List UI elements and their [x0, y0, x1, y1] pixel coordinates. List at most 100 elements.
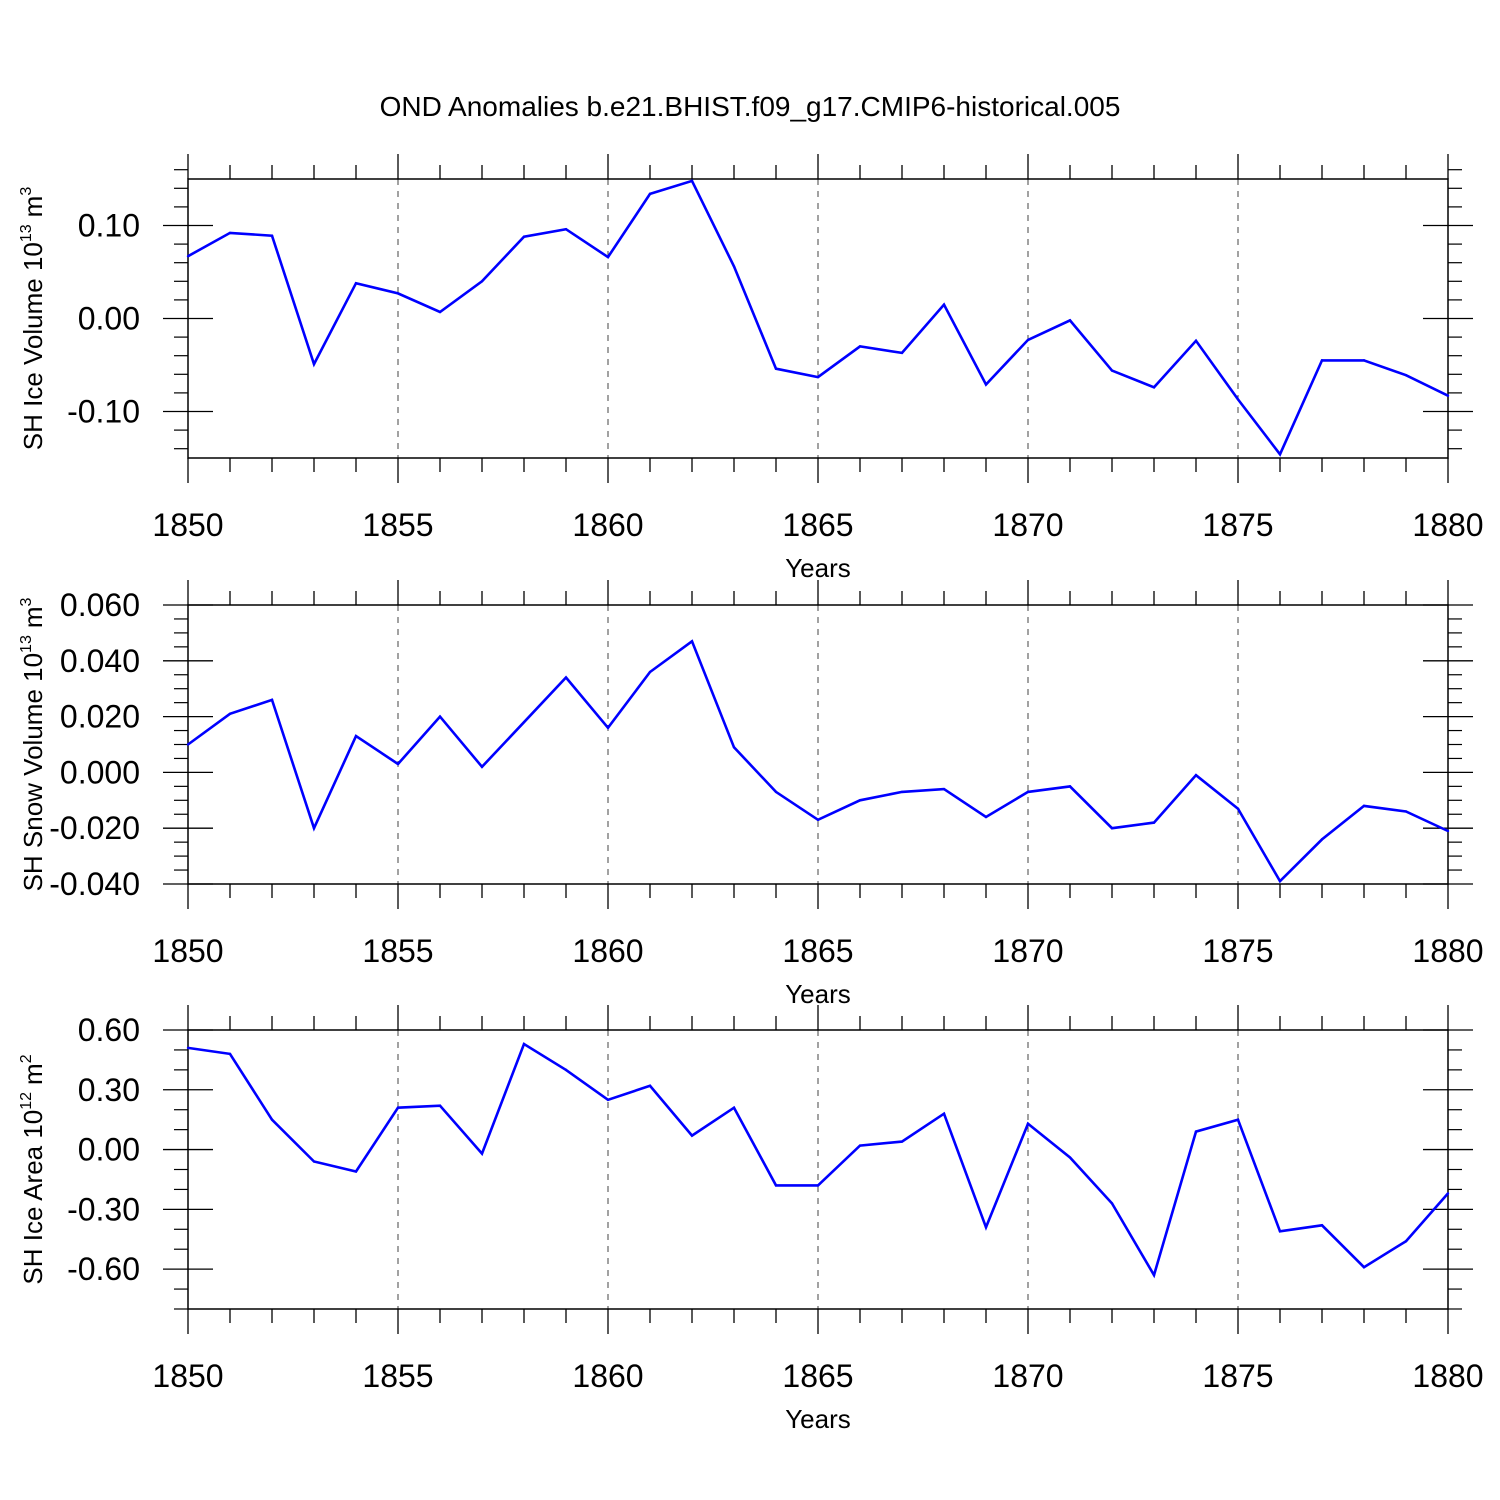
figure-title: OND Anomalies b.e21.BHIST.f09_g17.CMIP6-…: [380, 91, 1121, 122]
ice-area-data-point: [1110, 1202, 1114, 1205]
snow-volume-data-point: [1278, 880, 1282, 883]
snow-volume-data-point: [228, 712, 232, 716]
ice-area-data-point: [354, 1170, 358, 1173]
ice-area-y-axis-title-unit: m: [18, 1063, 48, 1085]
snow-volume-data-point: [1362, 804, 1366, 808]
ice-area-y-axis-title-unit-exponent: 2: [18, 1054, 35, 1063]
ice-area-data-point: [690, 1134, 694, 1137]
ice-volume-y-axis-title: SH Ice Volume 1013 m3: [18, 187, 48, 451]
ice-volume-data-point: [1404, 374, 1408, 377]
ice-area-data-point: [480, 1152, 484, 1155]
snow-volume-y-axis-title-unit-exponent: 3: [18, 597, 35, 606]
ice-volume-data-point: [438, 310, 442, 314]
ice-volume-x-tick-label: 1860: [572, 507, 643, 543]
ice-area-y-axis-title-main: SH Ice Area 10: [18, 1110, 48, 1285]
snow-volume-data-point: [1194, 773, 1198, 777]
ice-volume-data-point: [984, 383, 988, 386]
ice-volume-data-point: [606, 255, 610, 259]
ice-area-y-axis-title-exponent: 12: [18, 1092, 35, 1110]
snow-volume-x-tick-label: 1875: [1202, 933, 1273, 969]
ice-area-x-tick-label: 1870: [992, 1358, 1063, 1394]
ice-area-x-tick-label: 1880: [1412, 1358, 1483, 1394]
ice-volume-data-point: [186, 254, 190, 258]
ice-volume-series-line: [187, 179, 1449, 457]
ice-area-data-point: [1278, 1230, 1282, 1233]
ice-volume-data-point: [480, 280, 484, 283]
ice-area-x-tick-label: 1875: [1202, 1358, 1273, 1394]
ice-area-data-point: [438, 1104, 442, 1107]
snow-volume-y-tick-label: 0.000: [60, 754, 140, 790]
ice-area-y-tick-label: 0.60: [78, 1012, 140, 1048]
snow-volume-data-point: [396, 762, 400, 766]
ice-area-x-tick-label: 1865: [782, 1358, 853, 1394]
ice-area-data-point: [606, 1098, 610, 1101]
snow-volume-x-tick-label: 1880: [1412, 933, 1483, 969]
snow-volume-data-point: [942, 787, 946, 791]
snow-volume-data-point: [1320, 838, 1324, 841]
snow-volume-data-point: [522, 720, 526, 724]
ice-area-data-point: [1320, 1224, 1324, 1227]
snow-volume-x-tick-label: 1870: [992, 933, 1063, 969]
snow-volume-data-point: [900, 790, 904, 794]
ice-area-x-axis-title: Years: [785, 1404, 851, 1434]
ice-volume-data-point: [1152, 386, 1156, 389]
ice-area-data-point: [1446, 1192, 1450, 1195]
ice-area-data-point: [312, 1160, 316, 1163]
snow-volume-y-tick-label: 0.020: [60, 699, 140, 735]
ice-area-y-tick-label: -0.60: [67, 1251, 140, 1287]
ice-volume-data-point: [1194, 339, 1198, 343]
snow-volume-data-point: [858, 799, 862, 802]
ice-volume-data-point: [396, 292, 400, 295]
ice-volume-y-axis-title-unit: m: [18, 196, 48, 218]
snow-volume-y-tick-label: -0.020: [49, 810, 140, 846]
snow-volume-data-point: [186, 743, 190, 746]
ice-volume-y-tick-label: 0.00: [78, 301, 140, 337]
snow-volume-x-tick-label: 1860: [572, 933, 643, 969]
ice-volume-x-tick-label: 1875: [1202, 507, 1273, 543]
snow-volume-x-axis-title: Years: [785, 979, 851, 1009]
snow-volume-data-point: [648, 670, 652, 674]
ice-volume-data-point: [858, 345, 862, 348]
ice-volume-data-point: [228, 231, 232, 235]
ice-area-panel: -0.60 -0.30 0.00 0.30 0.60 1850 1855 1860 1865 18…: [18, 1005, 1484, 1434]
snow-volume-data-point: [1404, 810, 1408, 813]
snow-volume-data-point: [816, 818, 820, 822]
ice-volume-data-point: [270, 234, 274, 237]
ice-area-data-point: [648, 1084, 652, 1088]
snow-volume-panel: -0.040 -0.020 0.000 0.020 0.040 0.060 1850 1855…: [18, 580, 1484, 1009]
ice-area-data-point: [1194, 1130, 1198, 1133]
ice-volume-data-point: [564, 228, 568, 231]
ice-volume-data-point: [1362, 359, 1366, 362]
ice-volume-data-point: [1110, 369, 1114, 372]
ice-volume-data-point: [774, 367, 778, 370]
snow-volume-data-point: [1236, 807, 1240, 810]
ice-volume-data-point: [1446, 394, 1450, 397]
ice-area-y-tick-label: 0.00: [78, 1132, 140, 1168]
ice-volume-data-point: [648, 192, 652, 196]
snow-volume-data-point: [354, 734, 358, 738]
ice-volume-data-point: [732, 265, 736, 268]
snow-volume-data-point: [312, 827, 316, 830]
ice-volume-x-tick-label: 1880: [1412, 507, 1483, 543]
ice-volume-data-point: [690, 179, 694, 183]
ice-area-y-tick-label: 0.30: [78, 1072, 140, 1108]
ice-volume-y-tick-label: -0.10: [67, 394, 140, 430]
snow-volume-data-point: [690, 640, 694, 643]
ice-area-x-tick-label: 1860: [572, 1358, 643, 1394]
ice-area-data-point: [270, 1118, 274, 1121]
ice-area-data-point: [1362, 1265, 1366, 1269]
ice-volume-y-axis-title-exponent: 13: [18, 224, 35, 242]
snow-volume-data-point: [270, 698, 274, 702]
snow-volume-y-tick-label: 0.040: [60, 643, 140, 679]
ice-volume-x-tick-label: 1865: [782, 507, 853, 543]
ice-area-x-tick-label: 1855: [362, 1358, 433, 1394]
snow-volume-y-axis-title-main: SH Snow Volume 10: [18, 653, 48, 891]
ice-area-data-point: [1236, 1118, 1240, 1121]
ice-area-x-tick-label: 1850: [152, 1358, 223, 1394]
ice-volume-x-axis-title: Years: [785, 553, 851, 583]
ice-volume-x-tick-label: 1850: [152, 507, 223, 543]
ice-volume-data-point: [312, 362, 316, 366]
snow-volume-data-point: [1446, 829, 1450, 833]
ice-area-data-point: [522, 1042, 526, 1046]
